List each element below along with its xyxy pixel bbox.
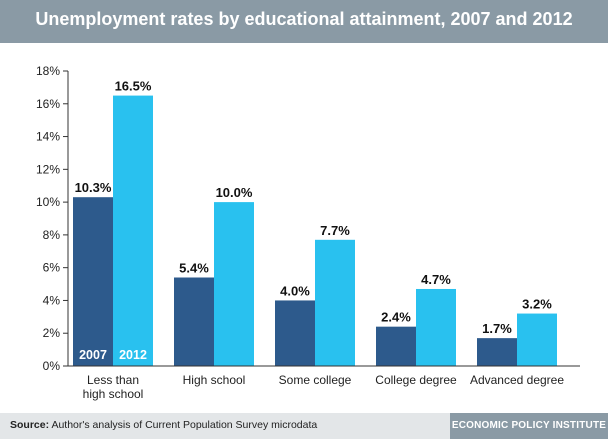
bar-2007 xyxy=(275,300,315,366)
data-label: 16.5% xyxy=(115,79,152,94)
chart-title: Unemployment rates by educational attain… xyxy=(35,9,573,29)
bar-2007 xyxy=(376,326,416,366)
bar-2007 xyxy=(477,338,517,366)
data-label: 3.2% xyxy=(522,297,552,312)
x-tick-label: high school xyxy=(83,387,144,401)
source-text: Author's analysis of Current Population … xyxy=(51,419,318,431)
x-tick-label: High school xyxy=(183,373,246,387)
bars-group: 10.3% 2007 16.5% 2012 5.4% 10.0% 4.0% 7.7% 2.4% 4… xyxy=(73,79,557,367)
data-label: 4.7% xyxy=(421,272,451,287)
y-axis: 0% 2% 4% 6% 8% 10% 12% 14% 16% 18% xyxy=(36,64,69,373)
y-tick-label: 6% xyxy=(43,261,61,275)
y-tick-label: 4% xyxy=(43,293,61,307)
y-tick-label: 2% xyxy=(43,326,61,340)
publisher-badge: ECONOMIC POLICY INSTITUTE xyxy=(450,413,608,439)
bar-2007 xyxy=(73,197,113,366)
source-note: Source: Author's analysis of Current Pop… xyxy=(10,419,317,431)
bar-2007 xyxy=(174,277,214,366)
y-tick-label: 14% xyxy=(36,130,60,144)
legend-label-2012: 2012 xyxy=(119,348,147,362)
data-label: 7.7% xyxy=(320,223,350,238)
data-label: 1.7% xyxy=(482,321,512,336)
bar-2012 xyxy=(113,95,153,367)
y-tick-label: 0% xyxy=(43,359,61,373)
title-bar: Unemployment rates by educational attain… xyxy=(0,0,608,43)
data-label: 5.4% xyxy=(179,261,209,276)
legend-label-2007: 2007 xyxy=(79,348,107,362)
data-label: 10.3% xyxy=(75,180,112,195)
y-tick-label: 12% xyxy=(36,162,60,176)
footer: Source: Author's analysis of Current Pop… xyxy=(0,413,608,439)
bar-2012 xyxy=(315,239,355,366)
data-label: 2.4% xyxy=(381,310,411,325)
x-tick-label: Less than xyxy=(87,373,139,387)
y-tick-label: 16% xyxy=(36,97,60,111)
source-label: Source: xyxy=(10,419,50,431)
x-tick-label: College degree xyxy=(375,373,457,387)
bar-2012 xyxy=(517,313,557,366)
x-tick-label: Some college xyxy=(279,373,352,387)
bar-chart: 0% 2% 4% 6% 8% 10% 12% 14% 16% 18% 10.3% 2007 16.5%… xyxy=(36,64,580,401)
data-label: 10.0% xyxy=(216,185,253,200)
y-tick-label: 18% xyxy=(36,64,60,78)
bar-2012 xyxy=(214,202,254,366)
x-tick-label: Advanced degree xyxy=(470,373,564,387)
data-label: 4.0% xyxy=(280,283,310,298)
y-tick-label: 10% xyxy=(36,195,60,209)
y-tick-label: 8% xyxy=(43,228,61,242)
bar-2012 xyxy=(416,288,456,366)
